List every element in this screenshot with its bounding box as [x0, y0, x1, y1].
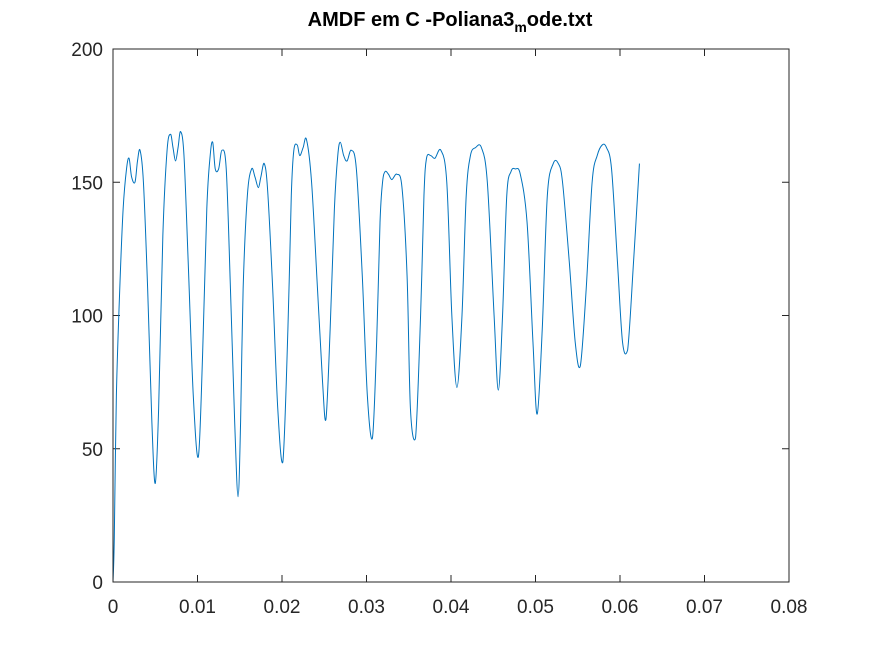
- x-tick-label: 0.05: [517, 597, 554, 618]
- x-tick-label: 0.06: [602, 597, 639, 618]
- x-tick-label: 0.08: [771, 597, 808, 618]
- x-tick-label: 0.04: [433, 597, 470, 618]
- chart-title: AMDF em C -Poliana3mode.txt: [308, 9, 593, 35]
- x-tick-label: 0.01: [179, 597, 216, 618]
- chart-title-main: AMDF em C -Poliana3: [308, 9, 515, 31]
- x-tick-label: 0.07: [686, 597, 723, 618]
- plot-area: [113, 49, 789, 582]
- x-tick-label: 0: [108, 597, 119, 618]
- series-lines: [112, 131, 640, 583]
- series-line: [112, 131, 640, 583]
- chart-title-tail: ode.txt: [527, 9, 593, 31]
- chart-title-subscript: m: [514, 19, 526, 35]
- y-tick-label: 150: [71, 173, 103, 194]
- y-tick-label: 0: [92, 573, 103, 594]
- y-tick-label: 50: [82, 440, 103, 461]
- axes-box: [112, 48, 790, 583]
- y-tick-label: 200: [71, 40, 103, 61]
- x-tick-label: 0.02: [264, 597, 301, 618]
- y-tick-label: 100: [71, 307, 103, 328]
- x-tick-label: 0.03: [348, 597, 385, 618]
- axis-tick-labels: 0 0.01 0.02 0.03 0.04 0.05 0.06 0.07 0.08 0 50 100 1…: [71, 40, 807, 618]
